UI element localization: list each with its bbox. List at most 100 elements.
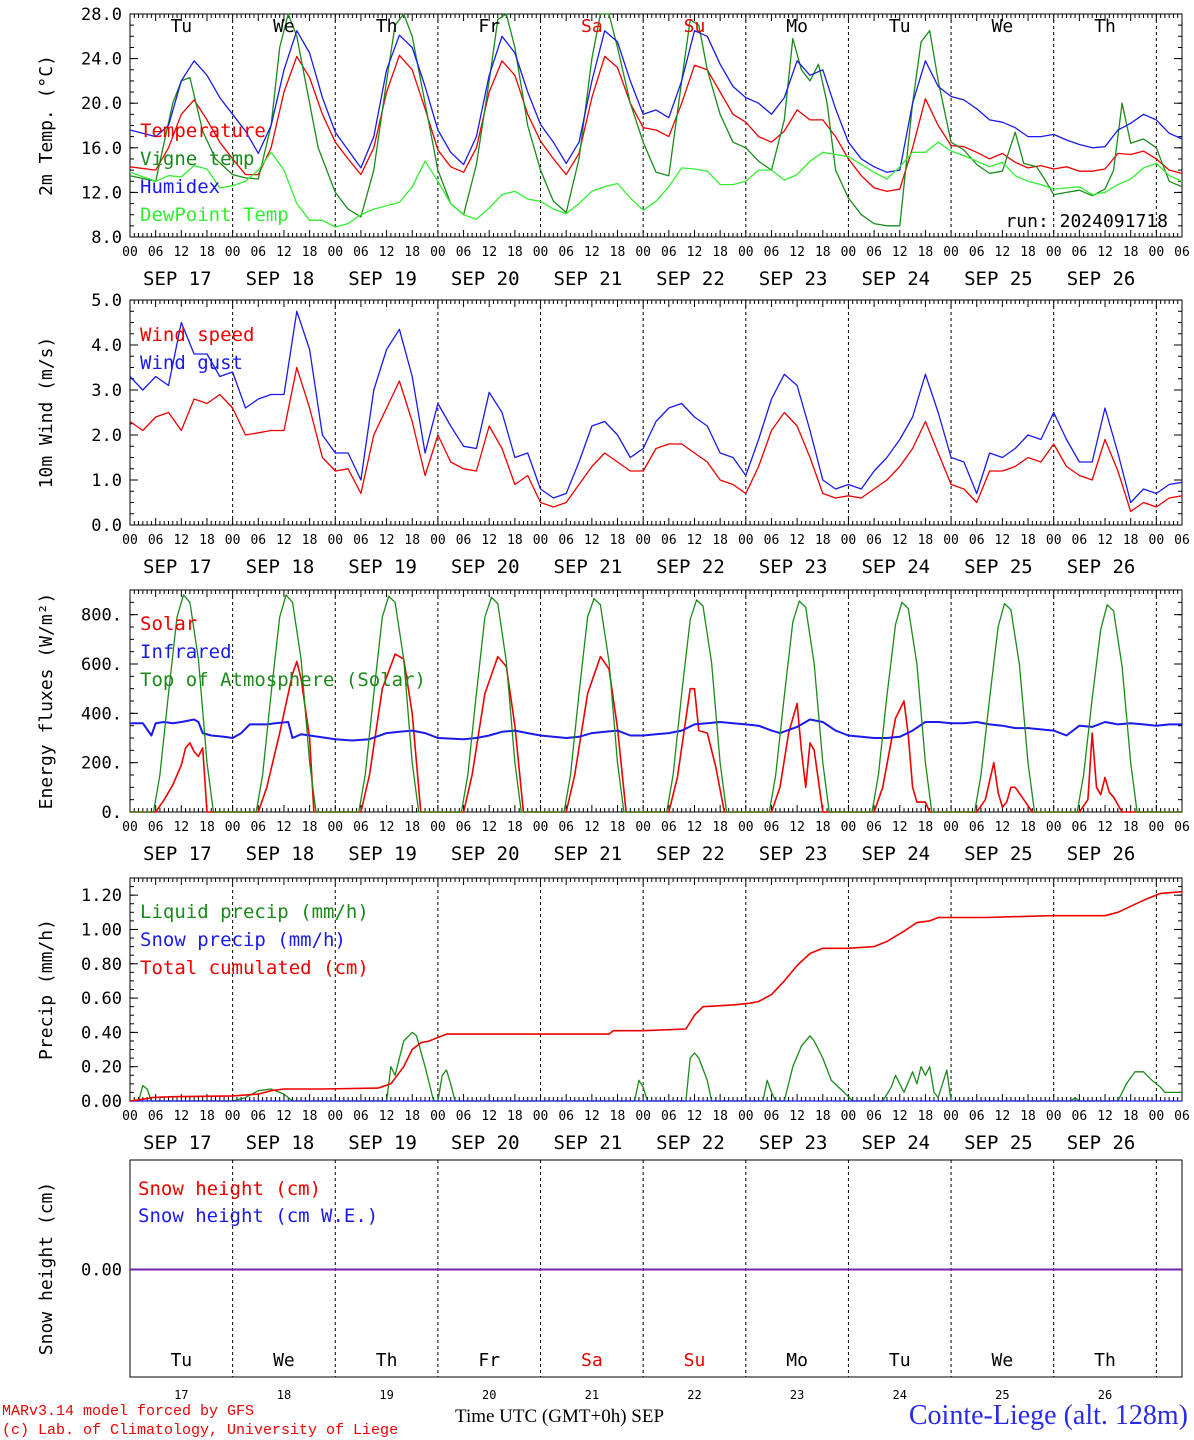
hour-tick-label: 06 [456, 533, 472, 548]
date-label: SEP 24 [861, 268, 930, 290]
y-tick-label: 0.00 [81, 1092, 122, 1112]
hour-tick-label: 06 [1174, 245, 1190, 260]
hour-tick-label: 12 [995, 820, 1011, 835]
y-tick-label: 0.0 [91, 516, 122, 536]
hour-tick-label: 06 [353, 1109, 369, 1124]
y-tick-label: 1.20 [81, 886, 122, 906]
y-axis-title: 10m Wind (m/s) [36, 337, 57, 489]
hour-tick-label: 18 [404, 245, 420, 260]
day-abbr-label: Mo [786, 16, 808, 37]
day-number-label: 19 [379, 1388, 393, 1402]
hour-tick-label: 18 [404, 533, 420, 548]
y-tick-label: 4.0 [91, 336, 122, 356]
day-abbr-label: Su [684, 1350, 706, 1371]
hour-tick-label: 00 [122, 820, 138, 835]
hour-tick-label: 12 [481, 820, 497, 835]
hour-tick-label: 12 [687, 820, 703, 835]
y-tick-label: 200. [81, 754, 122, 774]
date-label: SEP 25 [964, 1132, 1033, 1154]
hour-tick-label: 12 [892, 245, 908, 260]
y-tick-label: 0.40 [81, 1023, 122, 1043]
hour-tick-label: 06 [1072, 245, 1088, 260]
hour-tick-label: 18 [1020, 533, 1036, 548]
legend-label: Total cumulated (cm) [140, 957, 369, 979]
y-tick-label: 0.20 [81, 1058, 122, 1078]
hour-tick-label: 06 [558, 533, 574, 548]
day-abbr-label: Th [376, 16, 398, 37]
hour-tick-label: 12 [687, 533, 703, 548]
model-credit-line1: MARv3.14 model forced by GFS [2, 1403, 255, 1420]
hour-tick-label: 00 [327, 533, 343, 548]
series-line [130, 653, 1182, 813]
hour-tick-label: 12 [584, 820, 600, 835]
date-label: SEP 24 [861, 556, 930, 578]
date-label: SEP 19 [348, 556, 417, 578]
model-credit-line2: (c) Lab. of Climatology, University of L… [2, 1422, 399, 1439]
legend-label: Solar [140, 613, 197, 635]
day-number-label: 20 [482, 1388, 496, 1402]
date-label: SEP 23 [759, 268, 828, 290]
hour-tick-label: 06 [353, 533, 369, 548]
date-label: SEP 25 [964, 556, 1033, 578]
y-tick-label: 0. [102, 803, 122, 823]
hour-tick-label: 12 [481, 533, 497, 548]
legend-label: Snow precip (mm/h) [140, 929, 346, 951]
hour-tick-label: 18 [918, 533, 934, 548]
hour-tick-label: 12 [276, 245, 292, 260]
day-abbr-label: Su [684, 16, 706, 37]
hour-tick-label: 00 [943, 245, 959, 260]
y-tick-label: 0.60 [81, 989, 122, 1009]
day-number-label: 18 [277, 1388, 291, 1402]
hour-tick-label: 18 [918, 245, 934, 260]
date-label: SEP 26 [1067, 268, 1136, 290]
date-label: SEP 26 [1067, 843, 1136, 865]
y-axis-title: 2m Temp. (°C) [36, 55, 57, 196]
date-label: SEP 17 [143, 268, 212, 290]
hour-tick-label: 18 [712, 1109, 728, 1124]
date-label: SEP 22 [656, 843, 725, 865]
date-label: SEP 19 [348, 843, 417, 865]
hour-tick-label: 18 [302, 820, 318, 835]
hour-tick-label: 06 [661, 533, 677, 548]
day-number-label: 25 [995, 1388, 1009, 1402]
date-label: SEP 20 [451, 1132, 520, 1154]
hour-tick-label: 00 [533, 820, 549, 835]
hour-tick-label: 06 [353, 245, 369, 260]
date-label: SEP 17 [143, 1132, 212, 1154]
hour-tick-label: 06 [969, 245, 985, 260]
hour-tick-label: 12 [892, 820, 908, 835]
hour-tick-label: 18 [404, 820, 420, 835]
hour-tick-label: 06 [1072, 533, 1088, 548]
hour-tick-label: 12 [1097, 1109, 1113, 1124]
hour-tick-label: 06 [764, 1109, 780, 1124]
hour-tick-label: 12 [789, 1109, 805, 1124]
hour-tick-label: 18 [712, 820, 728, 835]
hour-tick-label: 00 [533, 1109, 549, 1124]
hour-tick-label: 18 [610, 533, 626, 548]
hour-tick-label: 18 [815, 820, 831, 835]
hour-tick-label: 00 [738, 820, 754, 835]
y-tick-label: 1.00 [81, 920, 122, 940]
hour-tick-label: 18 [610, 245, 626, 260]
hour-tick-label: 12 [789, 533, 805, 548]
hour-tick-label: 06 [250, 1109, 266, 1124]
y-tick-label: 12.0 [81, 183, 122, 203]
hour-tick-label: 06 [1072, 820, 1088, 835]
date-label: SEP 26 [1067, 1132, 1136, 1154]
hour-tick-label: 06 [866, 820, 882, 835]
legend-label: DewPoint Temp [140, 204, 289, 226]
y-tick-label: 3.0 [91, 381, 122, 401]
date-label: SEP 24 [861, 1132, 930, 1154]
date-label: SEP 20 [451, 556, 520, 578]
hour-tick-label: 18 [815, 533, 831, 548]
hour-tick-label: 00 [635, 245, 651, 260]
hour-tick-label: 00 [841, 1109, 857, 1124]
hour-tick-label: 06 [764, 245, 780, 260]
y-tick-label: 24.0 [81, 50, 122, 70]
hour-tick-label: 00 [430, 820, 446, 835]
hour-tick-label: 18 [199, 820, 215, 835]
hour-tick-label: 00 [327, 245, 343, 260]
hour-tick-label: 12 [584, 533, 600, 548]
